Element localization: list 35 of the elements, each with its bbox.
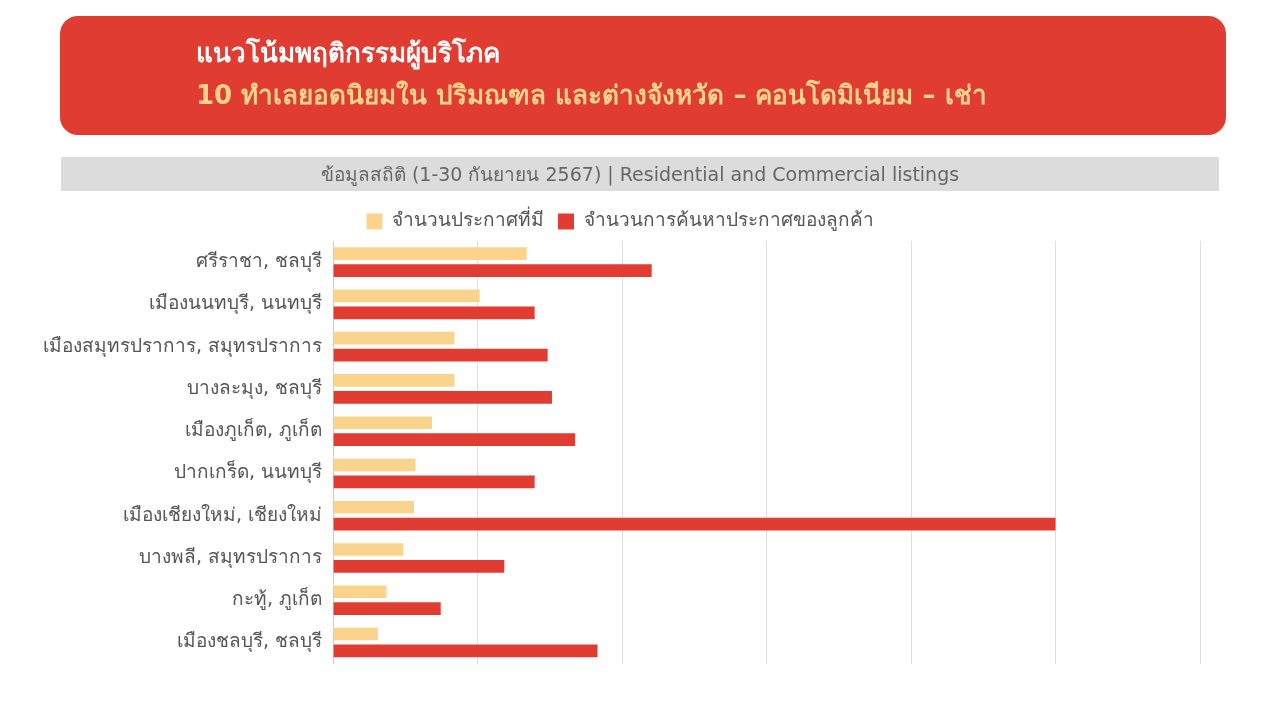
bar: [333, 331, 455, 345]
bar: [333, 560, 505, 573]
bar: [333, 585, 387, 599]
bar: [333, 458, 416, 472]
legend-label: จำนวนประกาศที่มี: [392, 206, 544, 231]
bar: [333, 602, 441, 615]
bar: [333, 644, 598, 658]
bar: [333, 475, 535, 489]
legend-label: จำนวนการค้นหาประกาศของลูกค้า: [583, 208, 874, 232]
y-tick-label: เมืองชลบุรี, ชลบุรี: [176, 629, 323, 654]
bar: [333, 247, 527, 261]
y-tick-label: บางละมุง, ชลบุรี: [186, 375, 323, 400]
bar: [333, 416, 433, 430]
y-tick-label: ปากเกร็ด, นนทบุรี: [173, 459, 323, 485]
y-tick-label: เมืองนนทบุรี, นนทบุรี: [148, 291, 323, 316]
text: ข้อมูลสถิติ (1-30 กันยายน 2567) | Residential and Commercial listings: [61, 157, 1219, 191]
y-tick-label: ศรีราชา, ชลบุรี: [195, 249, 323, 274]
chart-subtitle: 10 ทำเลยอดนิยมใน ปริมณฑล และต่างจังหวัด – คอนโดมิเนียม – เช่า: [196, 78, 987, 112]
bar: [333, 391, 552, 404]
bar: [333, 289, 480, 303]
bar: [333, 627, 378, 641]
bar: [333, 517, 1056, 531]
y-tick-label: เมืองภูเก็ต, ภูเก็ต: [184, 417, 323, 442]
bar: [333, 374, 455, 387]
y-tick-label: เมืองเชียงใหม่, เชียงใหม่: [122, 502, 323, 525]
bar: [333, 306, 535, 320]
bar: [333, 264, 652, 277]
bar: [333, 500, 414, 514]
y-tick-label: เมืองสมุทรปราการ, สมุทรปราการ: [42, 333, 323, 358]
chart-title: แนวโน้มพฤติกรรมผู้บริโภค: [196, 36, 500, 72]
y-tick-label: กะทู้, ภูเก็ต: [231, 586, 323, 611]
bar: [333, 433, 576, 446]
y-tick-label: บางพลี, สมุทรปราการ: [138, 544, 323, 569]
bar: [333, 348, 548, 362]
bar: [333, 543, 404, 556]
